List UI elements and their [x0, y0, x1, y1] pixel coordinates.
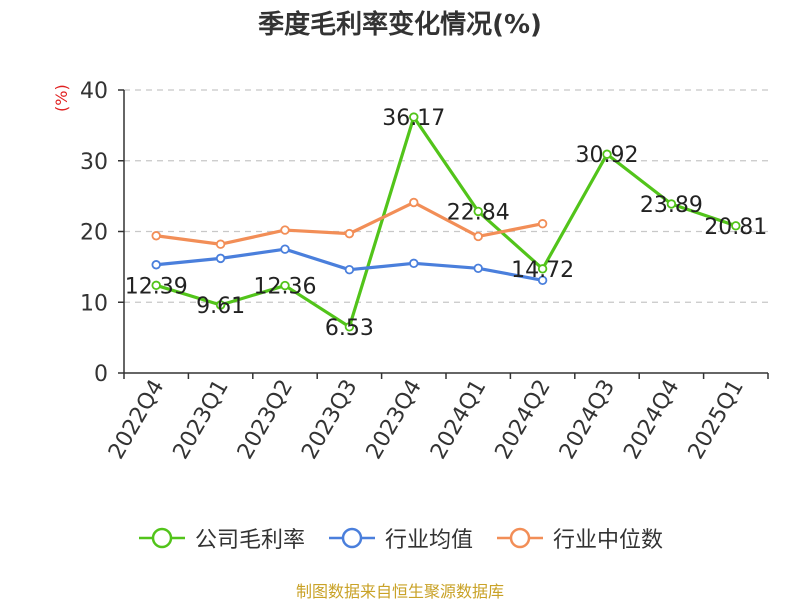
data-source-note: 制图数据来自恒生聚源数据库 [295, 582, 504, 601]
data-point [409, 258, 419, 269]
data-point [602, 149, 612, 159]
data-label: 30.92 [576, 143, 639, 168]
data-label: 36.17 [382, 106, 445, 131]
data-label: 22.84 [447, 200, 510, 225]
data-label: 9.61 [196, 294, 245, 319]
data-point [344, 322, 355, 332]
data-label: 14.72 [511, 258, 574, 283]
data-label: 6.53 [325, 316, 374, 341]
data-point [473, 206, 483, 217]
series-line [156, 247, 543, 282]
y-tick-label: 10 [80, 291, 108, 316]
series-line [155, 115, 737, 329]
legend-item[interactable]: 行业均值 [327, 522, 473, 554]
x-tick-label: 2023Q3 [297, 376, 362, 464]
data-label: 23.89 [640, 193, 703, 218]
x-tick-label: 2023Q2 [233, 376, 298, 464]
data-point [537, 275, 548, 286]
x-tick-label: 2024Q2 [490, 376, 555, 464]
legend-marker-icon [138, 527, 185, 549]
data-point [731, 221, 741, 231]
data-point [537, 219, 548, 229]
data-point [280, 244, 290, 254]
data-point [215, 300, 226, 310]
legend-item[interactable]: 行业中位数 [495, 522, 663, 554]
legend-label: 行业均值 [384, 528, 473, 553]
data-point [473, 231, 483, 242]
data-label: 20.81 [704, 215, 767, 240]
legend-label: 行业中位数 [553, 528, 664, 553]
x-tick-label: 2023Q4 [362, 376, 427, 464]
chart-title: 季度毛利率变化情况(%) [258, 10, 542, 40]
legend-item[interactable]: 公司毛利率 [137, 522, 305, 554]
data-label: 12.39 [125, 274, 188, 299]
x-tick-label: 2024Q1 [426, 376, 491, 464]
x-tick-label: 2025Q1 [684, 376, 749, 464]
x-tick-label: 2024Q4 [619, 376, 684, 464]
x-tick-label: 2024Q3 [555, 376, 620, 464]
data-point [280, 225, 290, 235]
data-point [666, 199, 677, 209]
data-point [409, 197, 419, 208]
y-tick-label: 40 [80, 79, 108, 104]
data-point [409, 112, 419, 122]
x-tick-label: 2022Q4 [104, 376, 169, 464]
legend-marker-icon [497, 527, 543, 549]
data-point [473, 263, 483, 273]
y-tick-label: 30 [80, 150, 108, 175]
data-label: 12.36 [254, 275, 317, 300]
legend-label: 公司毛利率 [194, 528, 305, 553]
y-tick-label: 20 [80, 221, 108, 246]
data-point [280, 280, 290, 291]
data-point [344, 265, 355, 275]
x-tick-label: 2023Q1 [168, 376, 233, 464]
data-point [151, 231, 161, 241]
data-point [151, 260, 161, 270]
legend-marker-icon [328, 527, 375, 549]
data-point [215, 253, 226, 264]
data-point [344, 228, 355, 239]
y-tick-label: 0 [94, 362, 108, 387]
data-point [537, 264, 548, 274]
data-point [151, 280, 161, 291]
legend: 公司毛利率 行业均值 行业中位数 [0, 520, 800, 556]
data-point [215, 239, 226, 249]
